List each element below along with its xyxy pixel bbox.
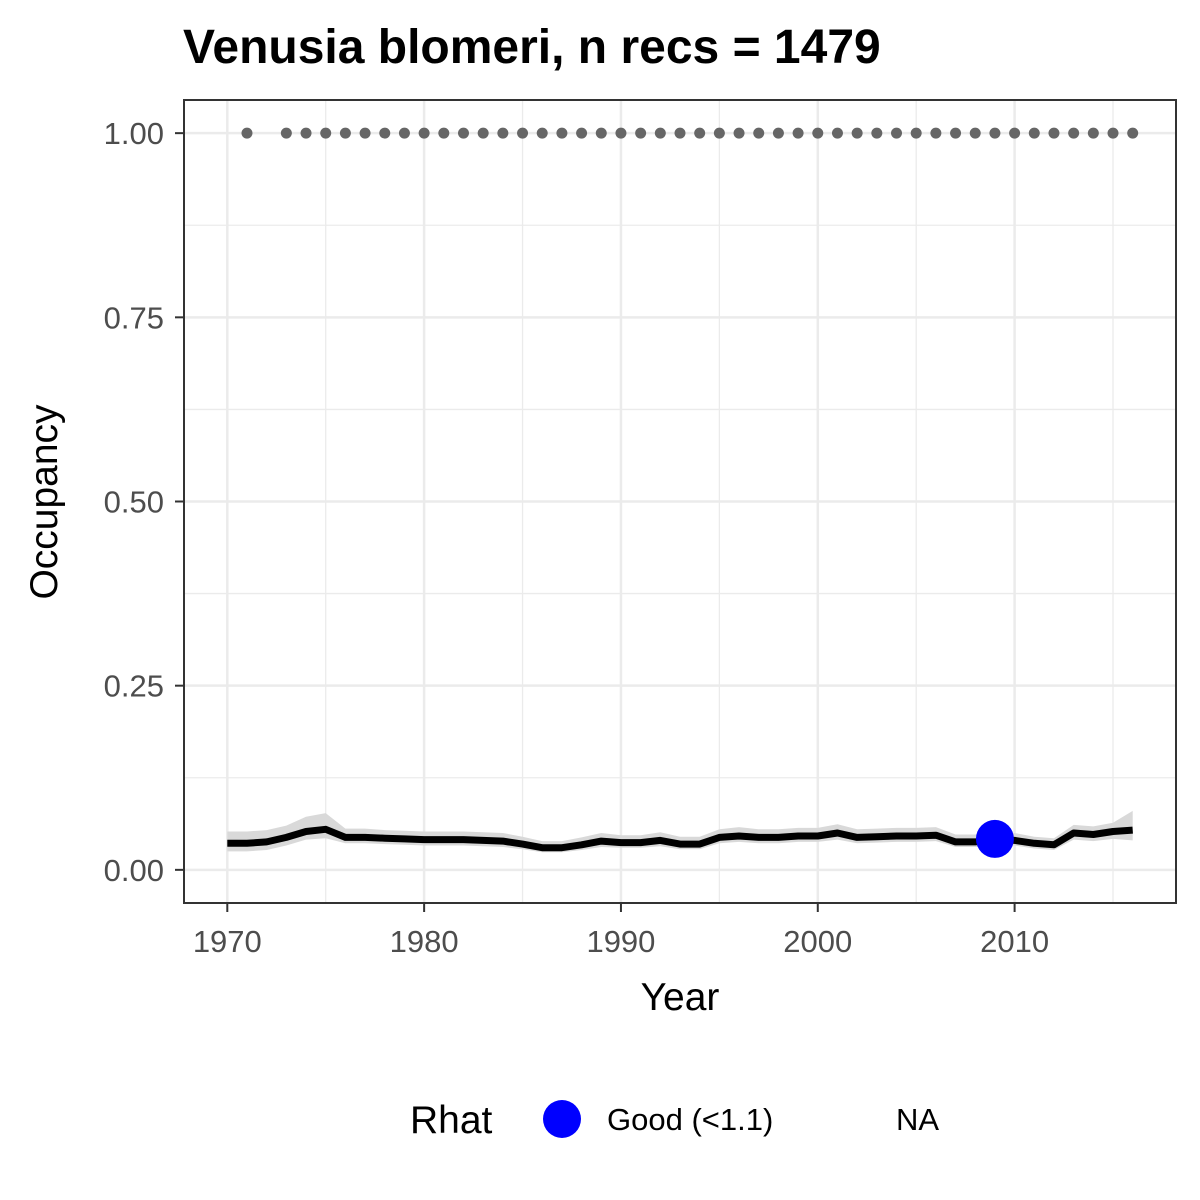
record-year-point <box>576 127 588 139</box>
x-axis: 1970 1980 1990 2000 2010 <box>193 903 1049 959</box>
record-year-point <box>733 127 745 139</box>
record-year-point <box>891 127 903 139</box>
record-year-point <box>300 127 312 139</box>
record-year-point <box>1048 127 1060 139</box>
record-year-point <box>379 127 391 139</box>
record-year-point <box>1068 127 1080 139</box>
y-tick-label: 1.00 <box>104 116 164 151</box>
record-year-point <box>1087 127 1099 139</box>
x-tick-label: 1980 <box>390 924 459 959</box>
record-year-point <box>517 127 529 139</box>
y-axis-title: Occupancy <box>23 404 66 600</box>
record-year-point <box>674 127 686 139</box>
plot-panel <box>183 99 1177 904</box>
x-tick-label: 1970 <box>193 924 262 959</box>
record-year-point <box>654 127 666 139</box>
legend-label-na: NA <box>896 1102 939 1137</box>
record-year-point <box>969 127 981 139</box>
y-tick-label: 0.00 <box>104 853 164 888</box>
x-tick-label: 2000 <box>783 924 852 959</box>
record-year-point <box>1107 127 1119 139</box>
chart-title: Venusia blomeri, n recs = 1479 <box>183 21 881 74</box>
y-tick-label: 0.25 <box>104 669 164 704</box>
y-tick-label: 0.75 <box>104 300 164 335</box>
record-year-point <box>398 127 410 139</box>
record-year-point <box>320 127 332 139</box>
record-year-point <box>871 127 883 139</box>
record-year-point <box>772 127 784 139</box>
legend: Rhat Good (<1.1) NA <box>410 1099 939 1142</box>
record-year-point <box>694 127 706 139</box>
y-axis: 0.00 0.25 0.50 0.75 1.00 <box>104 116 184 888</box>
record-year-point <box>792 127 804 139</box>
record-year-point <box>339 127 351 139</box>
record-year-point <box>536 127 548 139</box>
record-year-point <box>812 127 824 139</box>
legend-title: Rhat <box>410 1099 493 1142</box>
legend-key-good <box>543 1100 581 1138</box>
record-year-point <box>497 127 509 139</box>
x-tick-label: 1990 <box>586 924 655 959</box>
record-year-point <box>280 127 292 139</box>
record-year-point <box>989 127 1001 139</box>
record-year-point <box>1028 127 1040 139</box>
record-year-point <box>556 127 568 139</box>
x-tick-label: 2010 <box>980 924 1049 959</box>
record-year-point <box>950 127 962 139</box>
record-year-point <box>753 127 765 139</box>
record-year-point <box>241 127 253 139</box>
record-year-point <box>831 127 843 139</box>
record-year-point <box>438 127 450 139</box>
record-year-point <box>713 127 725 139</box>
record-year-point <box>635 127 647 139</box>
record-year-point <box>910 127 922 139</box>
x-axis-title: Year <box>641 976 720 1019</box>
rhat-points-layer <box>975 819 1014 858</box>
record-year-point <box>851 127 863 139</box>
record-year-point <box>1127 127 1139 139</box>
record-year-point <box>615 127 627 139</box>
record-year-point <box>595 127 607 139</box>
record-year-point <box>1009 127 1021 139</box>
record-year-point <box>359 127 371 139</box>
record-year-point <box>457 127 469 139</box>
record-year-point <box>930 127 942 139</box>
record-year-point <box>418 127 430 139</box>
record-years-layer <box>241 127 1139 139</box>
legend-label-good: Good (<1.1) <box>607 1102 773 1137</box>
record-year-point <box>477 127 489 139</box>
y-tick-label: 0.50 <box>104 485 164 520</box>
rhat-good-point <box>975 819 1014 858</box>
